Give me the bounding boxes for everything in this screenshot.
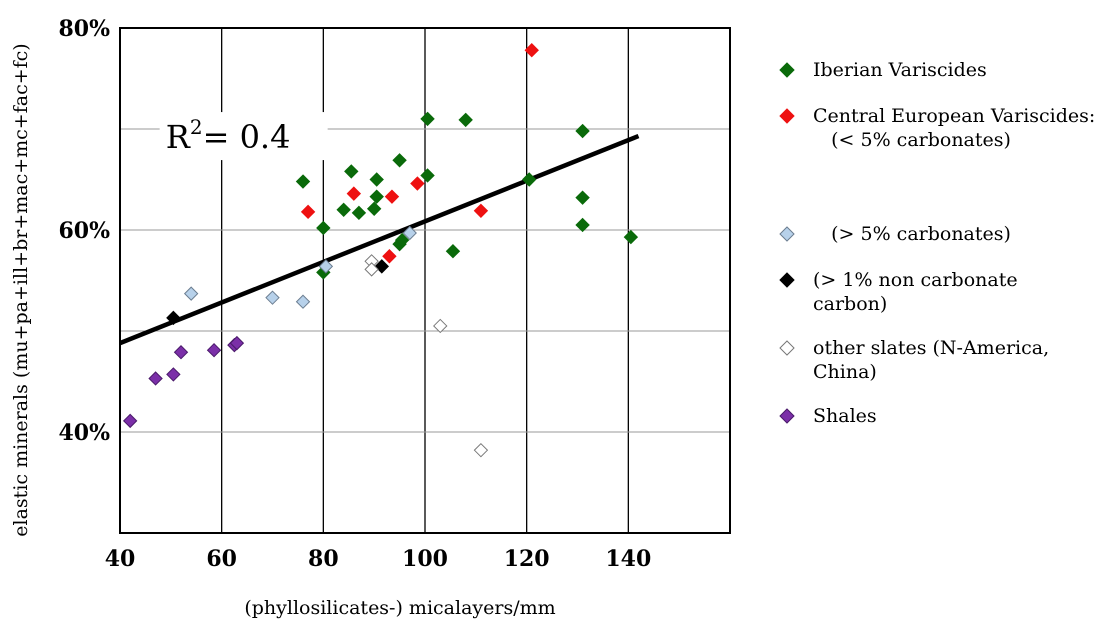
legend-label: Central European Variscides: (< 5% carbo… xyxy=(813,105,1094,151)
x-tick-label: 80 xyxy=(308,546,339,572)
legend-marker-icon xyxy=(779,340,795,356)
legend-item: Central European Variscides: (< 5% carbo… xyxy=(775,104,1094,152)
data-point xyxy=(346,186,362,201)
legend-label: (> 1% non carbonate carbon) xyxy=(813,269,1018,315)
data-point xyxy=(166,367,181,382)
data-point xyxy=(122,413,138,429)
x-tick-label: 120 xyxy=(504,546,550,572)
data-point xyxy=(166,310,181,326)
data-point xyxy=(369,172,384,187)
data-point xyxy=(173,345,189,360)
legend-marker-icon xyxy=(779,108,795,124)
data-point xyxy=(369,189,384,204)
data-point xyxy=(265,290,280,305)
data-point xyxy=(344,164,359,179)
data-point xyxy=(366,201,382,216)
x-tick-label: 40 xyxy=(105,546,136,572)
data-point xyxy=(336,202,351,218)
legend-item: (> 5% carbonates) xyxy=(775,222,1011,246)
data-point xyxy=(420,111,435,127)
data-point xyxy=(316,220,331,236)
legend-label: (> 5% carbonates) xyxy=(813,223,1011,245)
data-point xyxy=(433,318,448,334)
r-squared-sup: 2 xyxy=(190,115,203,139)
legend-label: other slates (N-America, China) xyxy=(813,337,1050,383)
data-point xyxy=(148,371,163,386)
y-tick-label: 80% xyxy=(58,16,110,42)
data-point xyxy=(420,168,435,183)
data-point xyxy=(522,172,537,187)
data-point xyxy=(229,335,245,351)
data-point xyxy=(524,43,539,58)
data-point xyxy=(473,442,489,458)
data-point xyxy=(402,225,417,241)
x-tick-labels: 40 60 80 100 120 140 xyxy=(105,546,652,572)
r-squared-annotation: R2= 0.4 xyxy=(166,115,291,156)
data-point xyxy=(364,262,379,277)
data-point xyxy=(295,174,311,189)
data-point xyxy=(295,294,311,309)
data-point xyxy=(384,189,400,204)
data-point xyxy=(183,286,199,301)
x-tick-label: 60 xyxy=(206,546,237,572)
y-tick-labels: 80% 60% 40% xyxy=(58,16,110,446)
legend-marker-icon xyxy=(779,272,795,288)
x-tick-label: 100 xyxy=(402,546,448,572)
y-axis-label: elastic minerals (mu+pa+ill+br+mac+mc+fa… xyxy=(10,43,32,536)
y-tick-label: 40% xyxy=(58,420,110,446)
data-point xyxy=(575,217,590,233)
legend-label: Shales xyxy=(813,405,877,427)
r-squared-value: = 0.4 xyxy=(203,118,291,156)
data-point xyxy=(575,190,590,205)
data-point xyxy=(445,244,461,259)
data-point xyxy=(318,259,334,274)
x-tick-label: 140 xyxy=(605,546,651,572)
legend-marker-icon xyxy=(779,62,795,78)
data-point xyxy=(575,123,590,139)
data-point xyxy=(382,249,397,264)
data-point xyxy=(410,176,425,191)
r-squared-background xyxy=(159,112,328,161)
legend-marker-icon xyxy=(779,408,795,424)
data-point xyxy=(623,229,639,245)
legend-item: other slates (N-America, China) xyxy=(775,336,1049,384)
legend-item: Shales xyxy=(775,404,877,428)
data-point xyxy=(473,203,489,219)
legend-item: Iberian Variscides xyxy=(775,58,987,82)
legend-item: (> 1% non carbonate carbon) xyxy=(775,268,1018,316)
plot-frame xyxy=(119,27,731,534)
r-squared-base: R xyxy=(166,118,191,156)
trend-line xyxy=(119,133,640,346)
data-point xyxy=(351,205,367,221)
legend-marker-icon xyxy=(779,226,795,242)
legend-label: Iberian Variscides xyxy=(813,59,987,81)
data-point xyxy=(206,342,222,358)
grid xyxy=(120,28,730,533)
y-tick-label: 60% xyxy=(58,218,110,244)
data-point xyxy=(394,232,410,248)
data-points xyxy=(122,43,639,458)
data-point xyxy=(458,112,473,128)
data-point xyxy=(392,153,407,168)
data-point xyxy=(300,204,316,220)
x-axis-label: (phyllosilicates-) micalayers/mm xyxy=(244,597,555,619)
